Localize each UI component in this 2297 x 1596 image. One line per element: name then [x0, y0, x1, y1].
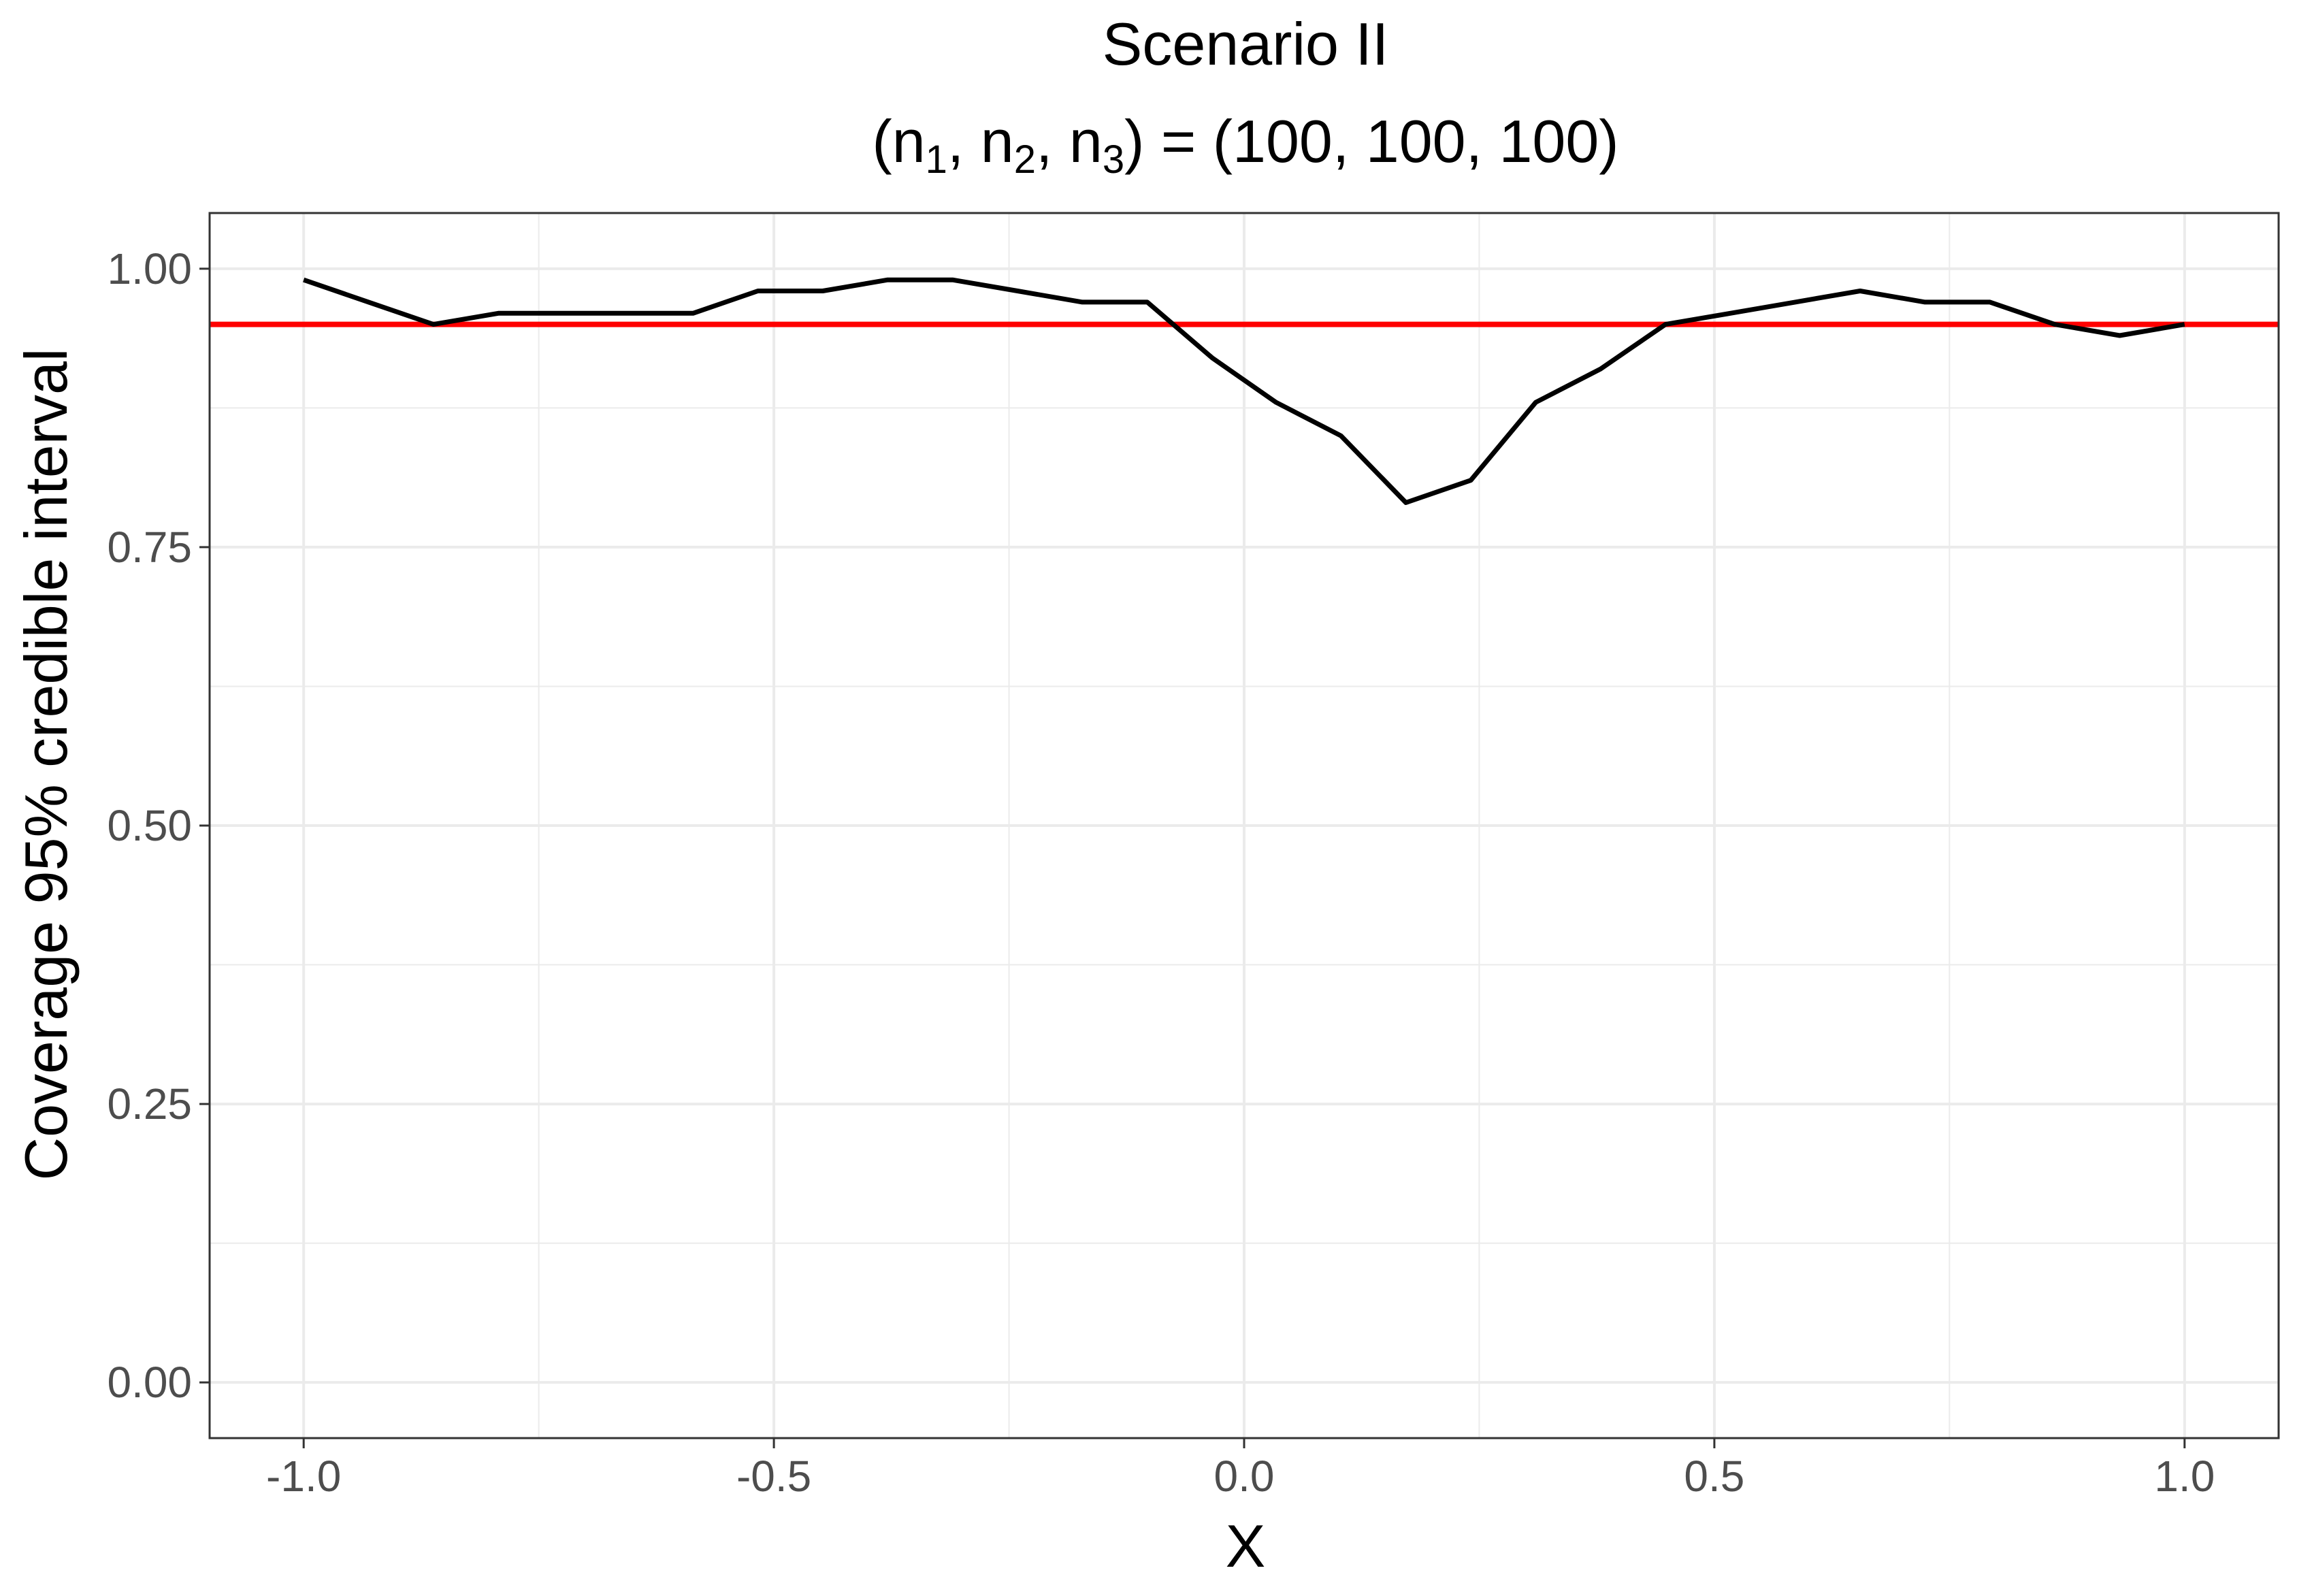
x-tick-label: 0.5	[1684, 1452, 1744, 1501]
x-tick-label: -0.5	[736, 1452, 811, 1501]
y-tick-label: 0.75	[107, 523, 192, 572]
chart-subtitle: (n1, n2, n3) = (100, 100, 100)	[872, 108, 1618, 182]
subtitle-sub-1: 1	[926, 137, 947, 182]
y-axis-title: Coverage 95% credible interval	[12, 348, 80, 1181]
y-tick-label: 0.00	[107, 1358, 192, 1407]
subtitle-sub-3: 3	[1103, 137, 1124, 182]
subtitle-prefix: (n	[872, 108, 925, 175]
series-line-1	[303, 277, 2185, 505]
x-tick-label: -1.0	[266, 1452, 341, 1501]
subtitle-suffix: ) = (100, 100, 100)	[1124, 108, 1618, 175]
x-axis-ticks: -1.0 -0.5 0.0 0.5 1.0	[266, 1438, 2215, 1501]
y-axis-ticks: 0.00 0.25 0.50 0.75 1.00	[107, 244, 210, 1407]
subtitle-mid-1: , n	[947, 108, 1014, 175]
chart-title: Scenario II	[1103, 10, 1389, 78]
subtitle-sub-2: 2	[1014, 137, 1036, 182]
y-tick-label: 0.50	[107, 801, 192, 850]
x-axis-title: X	[1226, 1512, 1266, 1580]
subtitle-mid-2: , n	[1036, 108, 1103, 175]
y-tick-label: 1.00	[107, 244, 192, 293]
x-tick-label: 1.0	[2154, 1452, 2215, 1501]
series-layer	[303, 277, 2185, 505]
x-tick-label: 0.0	[1214, 1452, 1275, 1501]
y-tick-label: 0.25	[107, 1079, 192, 1128]
major-gridlines	[210, 213, 2279, 1438]
